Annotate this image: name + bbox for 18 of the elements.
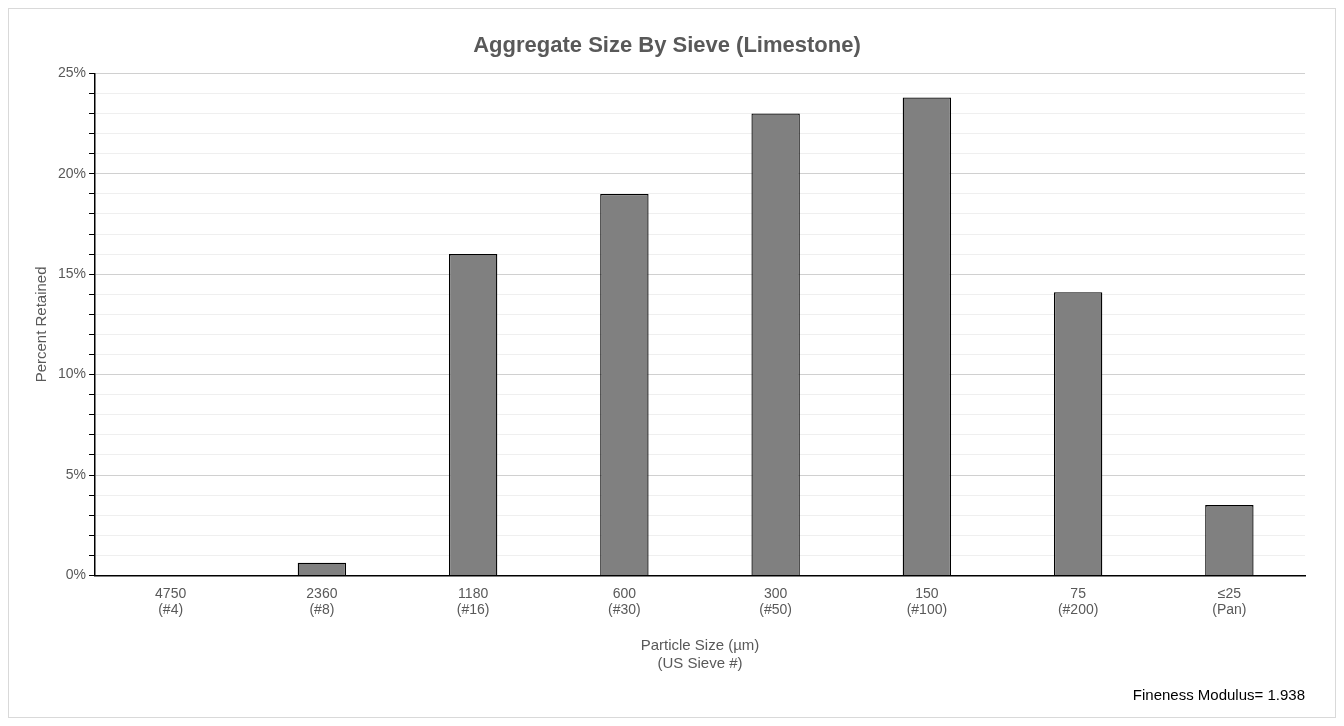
x-tick-label: 1180 (#16) <box>456 584 490 618</box>
x-tick-label: 4750 (#4) <box>155 584 187 618</box>
y-axis-title: Percent Retained <box>32 266 50 383</box>
x-axis-title: Particle Size (µm) (US Sieve #) <box>640 636 760 672</box>
chart-title: Aggregate Size By Sieve (Limestone) <box>473 32 861 58</box>
x-tick-label: ≤25 (Pan) <box>1212 584 1247 618</box>
x-tick-label: 150 (#100) <box>906 584 948 618</box>
y-tick-label: 0% <box>65 566 87 583</box>
y-tick-label: 10% <box>57 365 87 382</box>
y-tick-label: 5% <box>65 465 87 482</box>
x-tick-label: 300 (#50) <box>759 584 792 618</box>
y-tick-label: 20% <box>57 164 87 181</box>
y-tick-label: 25% <box>57 64 87 81</box>
text: Fineness Modulus= 1.938 <box>1132 685 1305 703</box>
x-tick-label: 2360 (#8) <box>306 584 338 618</box>
x-tick-label: 600 (#30) <box>608 584 641 618</box>
x-tick-label: 75 (#200) <box>1057 584 1099 618</box>
y-tick-label: 15% <box>57 265 87 282</box>
